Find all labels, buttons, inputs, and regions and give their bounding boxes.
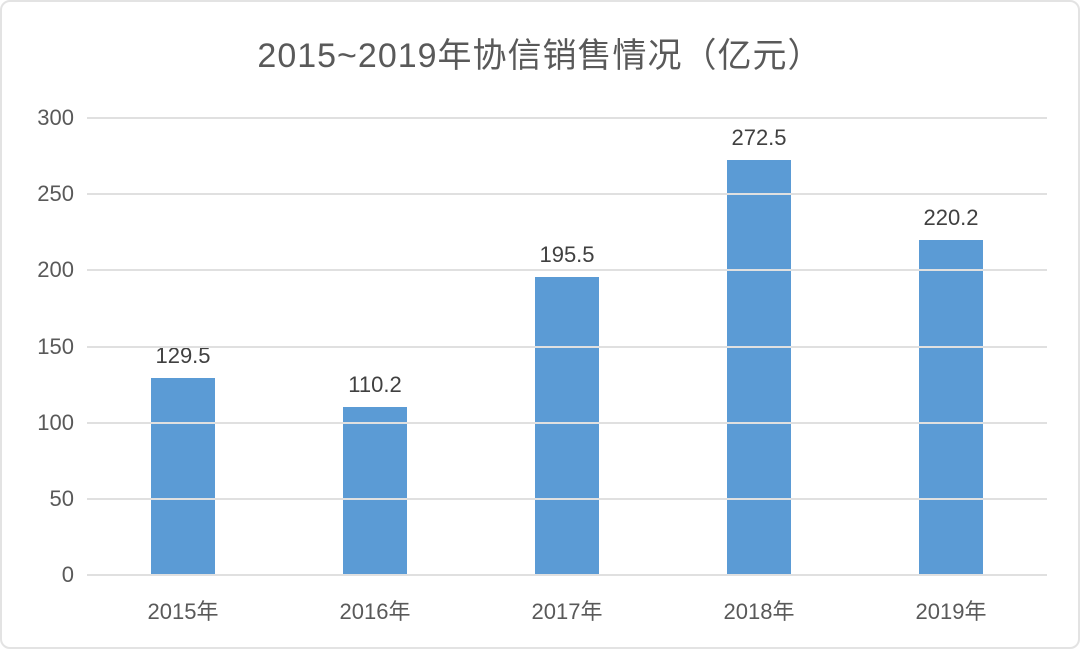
y-tick-label: 0 xyxy=(61,562,74,587)
x-tick-label: 2017年 xyxy=(531,599,603,624)
bar xyxy=(151,377,215,575)
gridline xyxy=(87,269,1047,272)
bar xyxy=(919,239,983,575)
bar-slot: 272.5 xyxy=(663,118,855,575)
bar xyxy=(343,407,407,575)
gridline xyxy=(87,117,1047,119)
bar-slot: 110.2 xyxy=(279,118,471,575)
gridline xyxy=(87,574,1047,576)
y-tick-label: 250 xyxy=(37,181,74,207)
x-tick-label: 2016年 xyxy=(339,599,411,624)
x-tick-label: 2018年 xyxy=(723,599,795,624)
x-tick-label: 2019年 xyxy=(915,599,987,624)
bar-value-label: 272.5 xyxy=(731,124,787,150)
bar-value-label: 110.2 xyxy=(348,372,402,398)
gridline xyxy=(87,421,1047,424)
bar-value-label: 195.5 xyxy=(539,242,595,268)
bar-slot: 129.5 xyxy=(87,118,279,575)
x-tick-label: 2015年 xyxy=(147,599,219,624)
bar-slot: 220.2 xyxy=(855,118,1047,575)
y-tick-label: 50 xyxy=(49,485,74,511)
bar-value-label: 220.2 xyxy=(923,204,979,230)
y-tick-label: 150 xyxy=(37,333,74,359)
bar-slot: 195.5 xyxy=(471,118,663,575)
bar xyxy=(727,159,791,575)
gridline xyxy=(87,345,1047,348)
gridline xyxy=(87,193,1047,196)
y-tick-label: 100 xyxy=(37,409,74,435)
chart-title: 2015~2019年协信销售情况（亿元） xyxy=(257,37,823,75)
bar xyxy=(535,277,599,575)
gridline xyxy=(87,497,1047,500)
x-axis: 2015年 2016年 2017年 2018年 2019年 xyxy=(87,594,1047,626)
y-tick-label: 300 xyxy=(37,105,74,130)
y-tick-label: 200 xyxy=(37,257,74,283)
plot-area: 129.5 110.2 195.5 272.5 220.2 xyxy=(87,117,1047,576)
bar-series: 129.5 110.2 195.5 272.5 220.2 xyxy=(87,118,1047,575)
bar-value-label: 129.5 xyxy=(155,342,211,368)
y-axis: 0 50 100 150 200 250 300 xyxy=(2,107,74,586)
